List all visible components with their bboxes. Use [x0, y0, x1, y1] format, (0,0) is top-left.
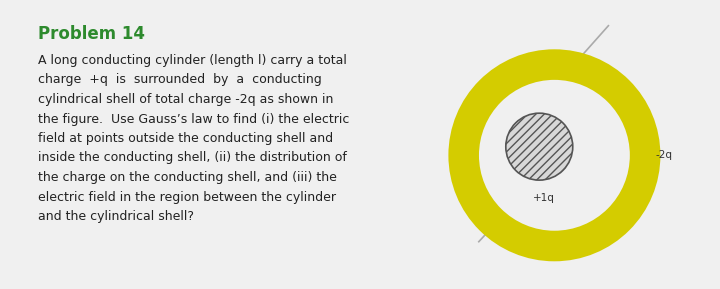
- Text: field at points outside the conducting shell and: field at points outside the conducting s…: [38, 132, 333, 145]
- Text: the charge on the conducting shell, and (iii) the: the charge on the conducting shell, and …: [38, 171, 337, 184]
- Text: and the cylindrical shell?: and the cylindrical shell?: [38, 210, 194, 223]
- Circle shape: [505, 113, 573, 180]
- Text: A long conducting cylinder (length l) carry a total: A long conducting cylinder (length l) ca…: [38, 54, 347, 67]
- Text: cylindrical shell of total charge -2q as shown in: cylindrical shell of total charge -2q as…: [38, 93, 333, 106]
- Text: the figure.  Use Gauss’s law to find (i) the electric: the figure. Use Gauss’s law to find (i) …: [38, 112, 349, 125]
- Text: -2q: -2q: [656, 150, 673, 160]
- Circle shape: [464, 64, 645, 246]
- Text: +1q: +1q: [533, 193, 554, 203]
- Text: electric field in the region between the cylinder: electric field in the region between the…: [38, 190, 336, 203]
- Text: Problem 14: Problem 14: [38, 25, 145, 43]
- Text: inside the conducting shell, (ii) the distribution of: inside the conducting shell, (ii) the di…: [38, 151, 347, 164]
- Text: charge  +q  is  surrounded  by  a  conducting: charge +q is surrounded by a conducting: [38, 73, 322, 86]
